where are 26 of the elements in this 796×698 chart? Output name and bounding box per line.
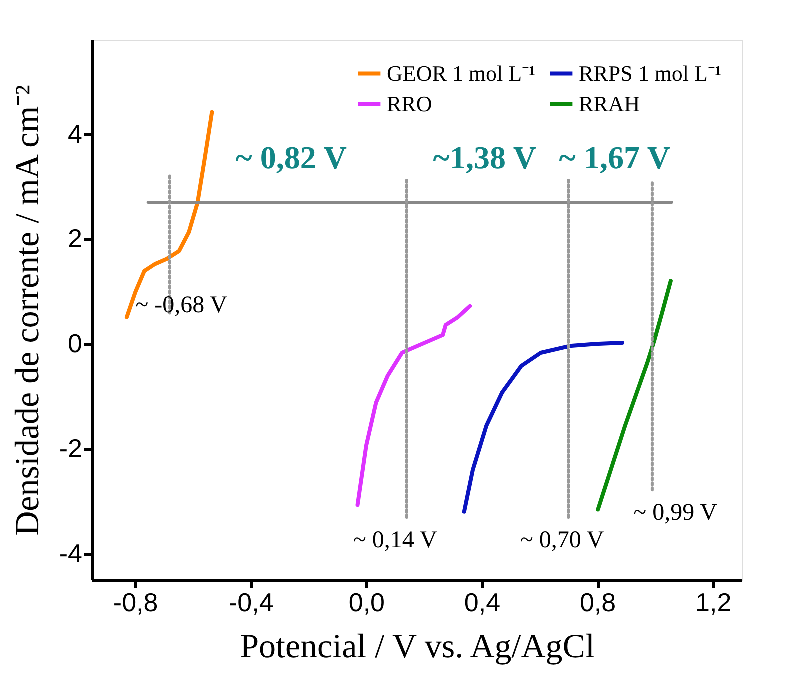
legend-label: RRAH: [579, 92, 640, 116]
annotation: ~ 0,70 V: [520, 528, 605, 554]
x-tick-label: 1,2: [696, 588, 732, 618]
line-series: [462, 341, 624, 514]
line-series: [356, 304, 472, 508]
y-tick-label: 2: [68, 224, 82, 254]
x-tick-label: 0,8: [580, 588, 616, 618]
legend-label: RRPS 1 mol L⁻¹: [579, 60, 722, 86]
y-axis-title: Densidade de corrente / mA cm⁻²: [9, 85, 46, 536]
y-tick-label: -2: [59, 433, 82, 464]
annotation: ~ -0,68 V: [136, 292, 228, 318]
legend-label: GEOR 1 mol L⁻¹: [387, 60, 536, 86]
annotation: ~1,38 V: [433, 139, 536, 176]
y-tick-label: 0: [68, 328, 82, 359]
annotation: ~ 0,82 V: [236, 139, 347, 176]
x-tick-label: -0,8: [113, 588, 158, 618]
y-tick-label: -4: [59, 538, 82, 568]
x-tick-label: 0,0: [348, 588, 386, 618]
legend-label: RRO: [387, 92, 432, 116]
x-tick-label: -0,4: [228, 588, 274, 618]
annotation: ~ 0,14 V: [353, 528, 438, 554]
x-axis-title: Potencial / V vs. Ag/AgCl: [240, 628, 595, 666]
y-tick-label: 4: [68, 118, 82, 149]
annotation: ~ 0,99 V: [634, 500, 718, 526]
annotation: ~ 1,67 V: [559, 139, 670, 176]
x-tick-label: 0,4: [464, 588, 501, 618]
